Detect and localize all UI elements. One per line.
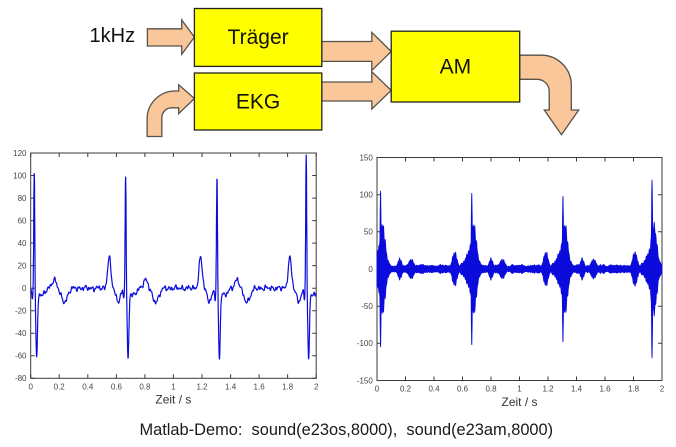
- svg-text:0.8: 0.8: [139, 382, 151, 391]
- svg-text:1.2: 1.2: [196, 382, 208, 391]
- svg-text:0.2: 0.2: [400, 385, 412, 394]
- svg-text:1.8: 1.8: [282, 382, 294, 391]
- svg-text:60: 60: [18, 217, 27, 226]
- svg-text:1: 1: [517, 385, 522, 394]
- svg-text:1.8: 1.8: [628, 385, 640, 394]
- svg-text:1.2: 1.2: [542, 385, 554, 394]
- svg-text:Matlab-Demo: sound(e23os,8000: Matlab-Demo: sound(e23os,8000), sound(e2…: [139, 421, 553, 439]
- svg-text:0: 0: [368, 265, 373, 274]
- svg-text:0.6: 0.6: [457, 385, 469, 394]
- svg-text:120: 120: [13, 149, 27, 158]
- svg-text:0.4: 0.4: [428, 385, 440, 394]
- svg-text:Zeit / s: Zeit / s: [155, 393, 191, 407]
- svg-text:AM: AM: [440, 55, 472, 78]
- svg-text:40: 40: [18, 239, 27, 248]
- svg-text:EKG: EKG: [236, 90, 280, 113]
- svg-text:-80: -80: [15, 374, 27, 383]
- svg-text:2: 2: [660, 385, 665, 394]
- svg-text:1.4: 1.4: [571, 385, 583, 394]
- svg-text:150: 150: [359, 153, 373, 162]
- svg-text:100: 100: [13, 171, 27, 180]
- svg-text:0.6: 0.6: [111, 382, 123, 391]
- svg-text:-50: -50: [361, 302, 373, 311]
- svg-text:Zeit / s: Zeit / s: [501, 395, 537, 409]
- svg-text:1: 1: [171, 382, 176, 391]
- svg-text:0.2: 0.2: [54, 382, 66, 391]
- svg-text:1.6: 1.6: [599, 385, 611, 394]
- svg-text:20: 20: [18, 262, 27, 271]
- svg-text:-60: -60: [15, 352, 27, 361]
- svg-text:-40: -40: [15, 329, 27, 338]
- svg-text:-20: -20: [15, 307, 27, 316]
- svg-text:0: 0: [22, 284, 27, 293]
- svg-text:-150: -150: [357, 376, 374, 385]
- svg-text:80: 80: [18, 194, 27, 203]
- svg-text:100: 100: [359, 191, 373, 200]
- svg-text:0.8: 0.8: [485, 385, 497, 394]
- svg-text:1kHz: 1kHz: [90, 25, 136, 47]
- svg-text:Träger: Träger: [228, 26, 289, 49]
- svg-text:50: 50: [364, 228, 373, 237]
- svg-text:2: 2: [314, 382, 319, 391]
- svg-text:0.4: 0.4: [82, 382, 94, 391]
- svg-text:0: 0: [375, 385, 380, 394]
- svg-text:-100: -100: [357, 339, 374, 348]
- svg-text:1.6: 1.6: [254, 382, 266, 391]
- svg-text:1.4: 1.4: [225, 382, 237, 391]
- svg-text:0: 0: [28, 382, 33, 391]
